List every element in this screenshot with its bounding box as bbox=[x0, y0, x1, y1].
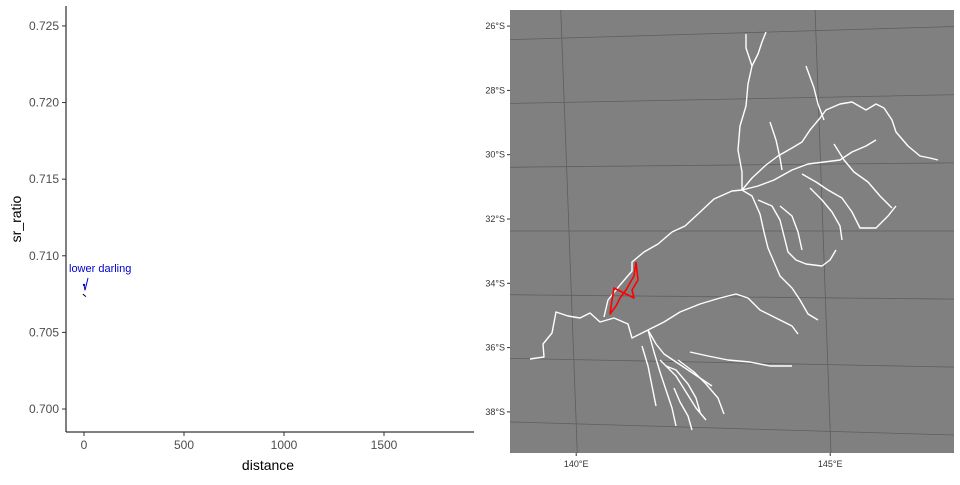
river-line bbox=[689, 351, 792, 367]
x-tick-label: 1000 bbox=[271, 438, 298, 452]
river-line bbox=[805, 65, 825, 121]
y-axis-label: sr_ratio bbox=[8, 195, 24, 242]
lat-tick-label: 28°S bbox=[485, 85, 505, 95]
river-line bbox=[779, 205, 803, 251]
lon-tick-label: 140°E bbox=[564, 459, 589, 469]
river-line bbox=[769, 121, 783, 171]
scatter-annotations: lower darling bbox=[69, 263, 131, 275]
data-point bbox=[82, 283, 86, 287]
river-network bbox=[529, 31, 939, 431]
lat-tick-label: 26°S bbox=[485, 21, 505, 31]
river-line bbox=[529, 311, 649, 360]
x-axis-label: distance bbox=[242, 457, 294, 473]
y-tick-label: 0.715 bbox=[29, 172, 59, 186]
river-line bbox=[673, 387, 693, 431]
river-line bbox=[883, 107, 939, 161]
river-line bbox=[737, 31, 767, 190]
graticule-line bbox=[560, 10, 578, 453]
graticule-line bbox=[510, 94, 954, 104]
graticule-line bbox=[510, 421, 954, 436]
lon-tick-label: 145°E bbox=[818, 459, 843, 469]
y-tick-label: 0.710 bbox=[29, 249, 59, 263]
x-tick-label: 500 bbox=[174, 438, 194, 452]
x-tick-label: 0 bbox=[81, 438, 88, 452]
series-annotation: lower darling bbox=[69, 263, 131, 275]
x-tick-label: 1500 bbox=[371, 438, 398, 452]
lat-tick-label: 32°S bbox=[485, 214, 505, 224]
graticule-line bbox=[510, 357, 954, 368]
lat-tick-label: 36°S bbox=[485, 343, 505, 353]
series-line bbox=[83, 277, 89, 291]
scatter-ticks: 0 500 1000 1500 0.700 0.705 0.710 0.715 0.720 0.7… bbox=[29, 19, 398, 452]
graticule-line bbox=[814, 10, 832, 453]
scatter-points bbox=[82, 277, 89, 298]
river-line bbox=[833, 143, 893, 209]
highlighted-river-segment bbox=[609, 261, 639, 315]
lat-tick-label: 38°S bbox=[485, 407, 505, 417]
y-tick-label: 0.720 bbox=[29, 96, 59, 110]
data-point bbox=[82, 293, 87, 298]
y-tick-label: 0.700 bbox=[29, 402, 59, 416]
river-line bbox=[603, 189, 743, 318]
map-tick-labels: 26°S28°S30°S32°S34°S36°S38°S140°E145°E15… bbox=[485, 21, 843, 469]
map-panel: 26°S28°S30°S32°S34°S36°S38°S140°E145°E15… bbox=[480, 0, 960, 480]
scatter-plot-panel: 0 500 1000 1500 0.700 0.705 0.710 0.715 0.720 0.7… bbox=[0, 0, 480, 480]
scatter-axes bbox=[65, 6, 474, 433]
y-tick-label: 0.705 bbox=[29, 325, 59, 339]
graticule-line bbox=[510, 294, 954, 300]
river-line bbox=[741, 101, 885, 191]
river-line bbox=[647, 293, 799, 335]
river-line bbox=[647, 329, 677, 427]
map-graticule bbox=[510, 10, 954, 453]
graticule-line bbox=[510, 26, 954, 41]
river-line bbox=[641, 345, 657, 407]
lat-tick-label: 30°S bbox=[485, 150, 505, 160]
river-line bbox=[665, 365, 701, 413]
river-line bbox=[801, 173, 897, 229]
river-line bbox=[757, 199, 837, 267]
river-line bbox=[741, 189, 819, 321]
graticule-line bbox=[510, 162, 954, 168]
river-line bbox=[745, 34, 753, 67]
river-line bbox=[809, 187, 843, 241]
lat-tick-label: 34°S bbox=[485, 278, 505, 288]
y-tick-label: 0.725 bbox=[29, 19, 59, 33]
river-line bbox=[741, 139, 877, 191]
river-map: 26°S28°S30°S32°S34°S36°S38°S140°E145°E15… bbox=[485, 10, 954, 469]
scatter-plot: 0 500 1000 1500 0.700 0.705 0.710 0.715 0.720 0.7… bbox=[8, 6, 474, 473]
highlighted-river-line bbox=[609, 261, 639, 315]
river-line bbox=[677, 359, 725, 415]
map-background bbox=[510, 10, 954, 453]
